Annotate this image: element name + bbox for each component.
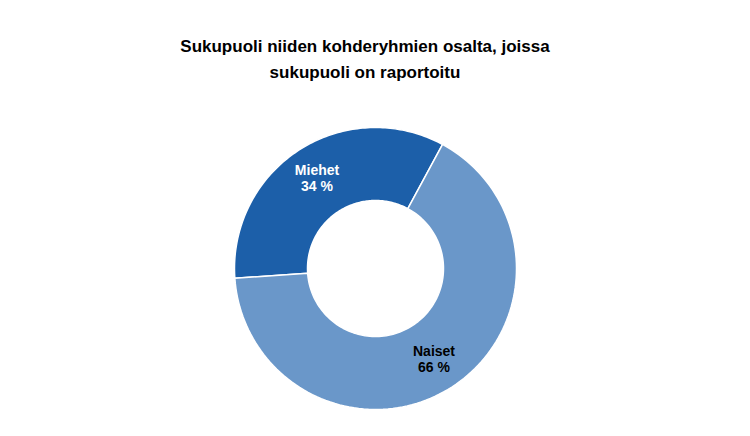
svg-text:Miehet34 %: Miehet34 % <box>295 162 340 194</box>
html-text:Sukupuoli niiden kohderyhmien: Sukupuoli niiden kohderyhmien osalta, jo… <box>180 37 550 82</box>
svg-text:Naiset66 %: Naiset66 % <box>413 343 455 375</box>
